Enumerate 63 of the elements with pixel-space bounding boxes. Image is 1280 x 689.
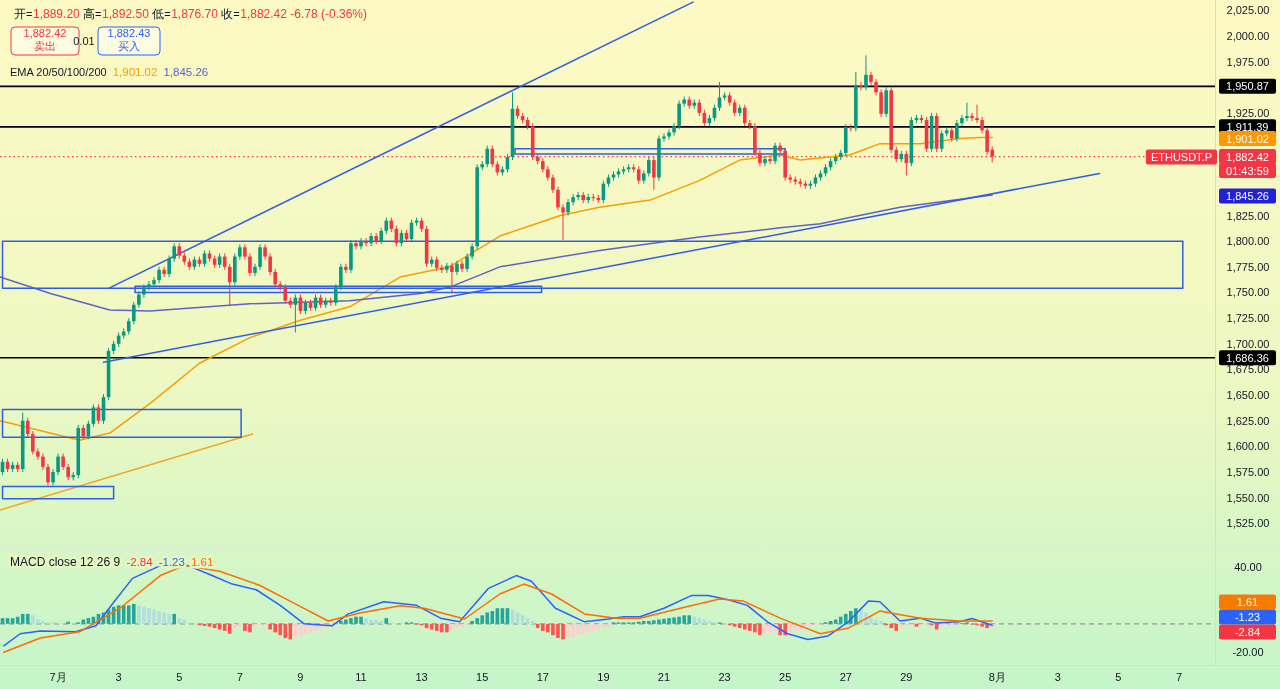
x-tick-label: 25 bbox=[779, 671, 792, 683]
x-tick-label: 5 bbox=[176, 671, 183, 683]
x-tick-label: 8月 bbox=[988, 671, 1006, 683]
y-tick-label: 1,700.00 bbox=[1226, 337, 1270, 350]
text: -2.84 bbox=[126, 556, 154, 568]
x-tick-label: 23 bbox=[718, 671, 731, 683]
chart-title: MACD close 12 26 9 bbox=[10, 555, 121, 569]
x-tick-label: 3 bbox=[115, 671, 122, 683]
x-tick-label: 27 bbox=[839, 671, 852, 683]
annotation: 1,901.02 bbox=[112, 66, 158, 78]
x-tick-label: 11 bbox=[355, 671, 367, 683]
text: 1,845.26 bbox=[163, 66, 209, 78]
ref-line-label: 1,950.87 bbox=[1226, 80, 1269, 93]
y-tick-label: 1,600.00 bbox=[1226, 440, 1270, 453]
annotation: -1.23 bbox=[1234, 611, 1261, 623]
x-tick-label: 19 bbox=[597, 671, 610, 683]
annotation: EMA 20/50/100/200 bbox=[10, 66, 107, 78]
ref-line-label: 1,686.36 bbox=[1226, 351, 1269, 364]
y-tick-label: 1,775.00 bbox=[1226, 260, 1270, 273]
x-tick-label: 17 bbox=[536, 671, 549, 683]
annotation: -2.84 bbox=[1234, 626, 1261, 638]
annotation: 卖出 bbox=[34, 40, 56, 52]
chart-title: 开=1,889.20 高=1,892.50 低=1,876.70 收=1,882.42 -6.78 (-0.36%) bbox=[14, 7, 368, 21]
x-tick-label: 7 bbox=[1175, 671, 1183, 683]
y-tick-label: 1,650.00 bbox=[1226, 389, 1270, 402]
x-tick-label: 7月 bbox=[49, 671, 67, 683]
y-tick-label: 1,675.00 bbox=[1226, 363, 1270, 376]
y-tick-label: 2,000.00 bbox=[1226, 29, 1270, 42]
annotation: 1,882.43 bbox=[107, 27, 151, 39]
x-tick-label: 13 bbox=[415, 671, 428, 683]
price-tag: 01:43:59 bbox=[1219, 163, 1276, 178]
x-tick-label: 7 bbox=[236, 671, 243, 683]
y-tick-label: 40.00 bbox=[1234, 561, 1262, 574]
x-tick-label: 21 bbox=[657, 671, 671, 683]
y-tick-label: 1,825.00 bbox=[1226, 209, 1270, 222]
ref-line-label: 1,882.42 bbox=[1226, 150, 1269, 163]
y-tick-label: 1,975.00 bbox=[1226, 55, 1270, 68]
y-tick-label: 1,525.00 bbox=[1226, 517, 1270, 530]
y-tick-label: 1,575.00 bbox=[1226, 466, 1270, 479]
y-tick-label: 1,725.00 bbox=[1226, 312, 1270, 325]
x-tick-label: 15 bbox=[476, 671, 489, 683]
annotation: 1,882.42 bbox=[23, 27, 67, 39]
annotation: 0.01 bbox=[73, 35, 95, 47]
x-tick-label: 5 bbox=[1115, 671, 1122, 683]
y-tick-label: -20.00 bbox=[1232, 646, 1264, 659]
x-tick-label: 3 bbox=[1054, 671, 1061, 683]
y-tick-label: 2,025.00 bbox=[1226, 4, 1270, 17]
y-tick-label: 1,550.00 bbox=[1226, 491, 1270, 504]
annotation: 1,845.26 bbox=[1226, 190, 1269, 202]
y-tick-label: 1,625.00 bbox=[1226, 414, 1270, 427]
y-tick-label: 1,925.00 bbox=[1226, 106, 1270, 119]
annotation: ETHUSDT.P bbox=[1150, 151, 1212, 163]
x-tick-label: 29 bbox=[900, 671, 913, 683]
price-tag: 1,686.36 bbox=[1219, 350, 1276, 366]
y-tick-label: 1,800.00 bbox=[1226, 235, 1270, 248]
x-tick-label: 9 bbox=[297, 671, 304, 683]
annotation: 1.61 bbox=[1236, 596, 1259, 608]
ref-line-label: 1,911.39 bbox=[1226, 120, 1269, 133]
series-label: 1.61 bbox=[190, 556, 214, 568]
y-tick-label: 1,750.00 bbox=[1226, 286, 1270, 299]
price-tag: 1,901.02 bbox=[1219, 131, 1276, 146]
annotation: 买入 bbox=[118, 40, 140, 52]
annotation: 01:43:59 bbox=[1226, 164, 1269, 177]
